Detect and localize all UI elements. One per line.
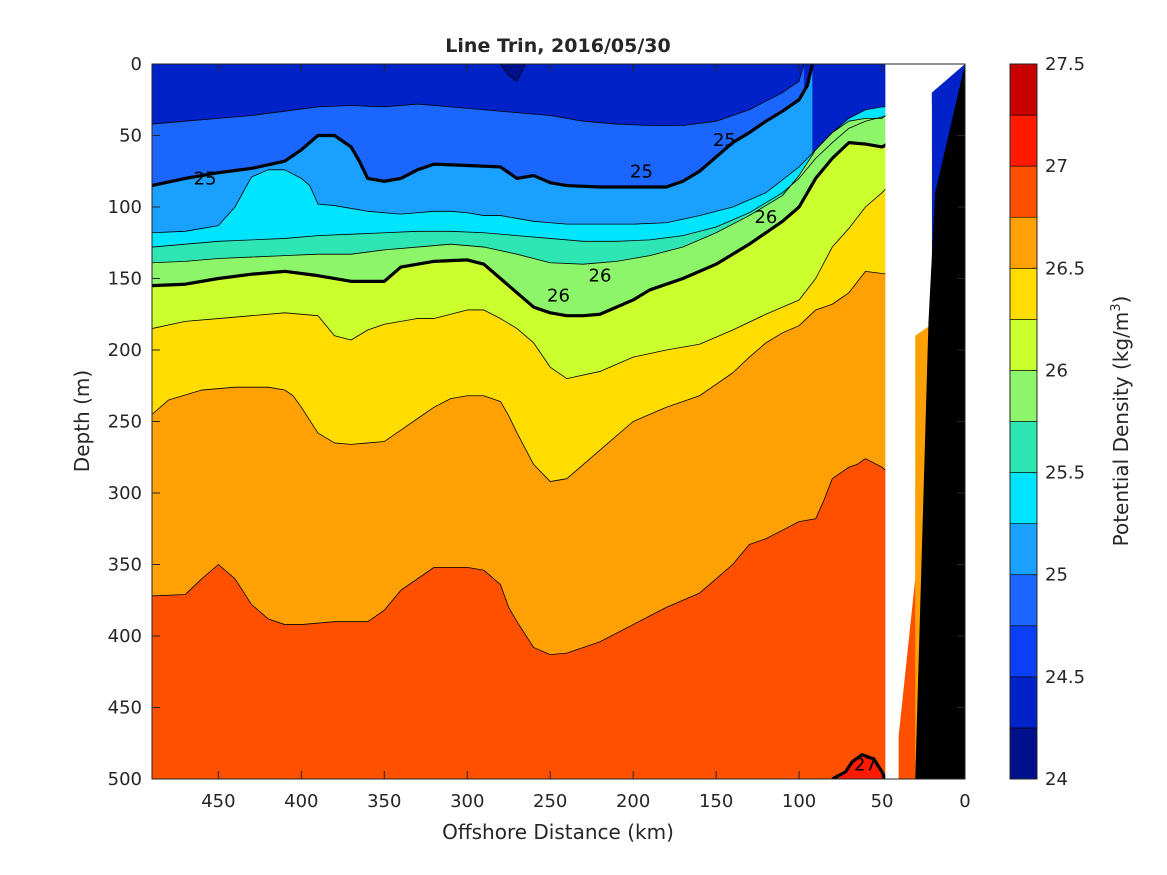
x-axis: 450 400 350 300 250 200 150 100 50 0 [201,64,971,812]
colorbar: 24 24.5 25 25.5 26 26.5 27 27.5 Potential Densi… [1009,54,1133,790]
contour-line-26 [152,101,933,318]
x-axis-label: Offshore Distance (km) [442,820,674,844]
colorbar-band [1009,523,1038,576]
x-tick-label: 400 [284,791,318,812]
colorbar-label-suffix: ) [1109,296,1133,304]
colorbar-label: Potential Density (kg/m3) [1109,296,1133,547]
colorbar-band [1009,165,1038,218]
contour-lines [152,64,933,779]
y-tick-label: 500 [108,769,142,790]
contour-labels: 25 25 25 26 26 26 27 [194,130,877,776]
y-axis: 0 50 100 150 200 250 300 350 400 450 500 [108,54,965,790]
y-tick-label: 250 [108,412,142,433]
colorbar-tick-label: 26.5 [1045,258,1085,279]
colorbar-band [1009,472,1038,524]
x-tick-label: 200 [616,791,650,812]
colorbar-tick-label: 26 [1045,360,1068,381]
bathymetry-fill [915,64,965,779]
contour-label-25-1: 25 [194,168,217,189]
contour-line-25-5 [152,112,907,248]
colorbar-band [1009,421,1038,473]
colorbar-band [1009,625,1038,678]
contour-label-25-0: 25 [630,161,653,182]
contour-label-27-0: 27 [854,755,877,776]
no-data-region [885,64,965,779]
contour-line-26-5 [152,270,932,482]
y-tick-label: 200 [108,340,142,361]
density-bands [152,64,932,779]
colorbar-ticks: 24 24.5 25 25.5 26 26.5 27 27.5 [1032,54,1085,790]
colorbar-band [1009,574,1038,627]
colorbar-band [1009,370,1038,422]
x-tick-label: 0 [959,791,970,812]
colorbar-band [1009,216,1038,269]
contour-label-25-2: 25 [713,130,736,151]
contour-line-26-25 [152,149,933,380]
colorbar-tick-label: 27 [1045,156,1068,177]
y-tick-label: 50 [119,126,142,147]
x-tick-label: 150 [699,791,733,812]
y-tick-label: 0 [131,54,142,75]
x-tick-label: 250 [533,791,567,812]
x-tick-label: 50 [871,791,894,812]
colorbar-label-sup: 3 [1109,303,1124,311]
x-tick-label: 450 [201,791,235,812]
contour-label-26-1: 26 [547,286,570,307]
contour-line-25 [152,64,814,189]
y-tick-label: 400 [108,626,142,647]
y-tick-label: 100 [108,197,142,218]
contour-line-24-5 [500,64,526,82]
density-band-24-5 [500,64,526,82]
y-tick-label: 300 [108,483,142,504]
colorbar-label-prefix: Potential Density (kg/m [1109,312,1133,547]
contour-label-26-2: 26 [754,207,777,228]
colorbar-tick-label: 25.5 [1045,463,1085,484]
contour-line-24-75 [152,64,805,126]
x-tick-label: 300 [450,791,484,812]
colorbar-tick-label: 24.5 [1045,667,1085,688]
colorbar-band [1009,63,1038,116]
y-tick-label: 150 [108,269,142,290]
chart-title: Line Trin, 2016/05/30 [445,35,670,57]
colorbar-bands [1009,63,1038,780]
colorbar-band [1009,727,1038,780]
colorbar-frame [1009,63,1038,780]
contour-line-25-25 [152,106,891,234]
y-tick-label: 350 [108,555,142,576]
plot-area: 25 25 25 26 26 26 27 [152,64,965,779]
colorbar-tick-label: 24 [1045,769,1068,790]
colorbar-band [1009,676,1038,729]
contour-line-25-75 [152,97,916,265]
colorbar-band [1009,114,1038,167]
density-band-26-75 [152,458,916,779]
colorbar-band [1009,319,1038,371]
colorbar-tick-label: 27.5 [1045,54,1085,75]
contour-label-26-0: 26 [589,266,612,287]
x-tick-label: 100 [782,791,816,812]
y-tick-label: 450 [108,698,142,719]
colorbar-band [1009,267,1038,320]
colorbar-tick-label: 25 [1045,565,1068,586]
x-tick-label: 350 [367,791,401,812]
contour-line-26-75 [152,458,916,655]
y-axis-label: Depth (m) [70,370,94,472]
